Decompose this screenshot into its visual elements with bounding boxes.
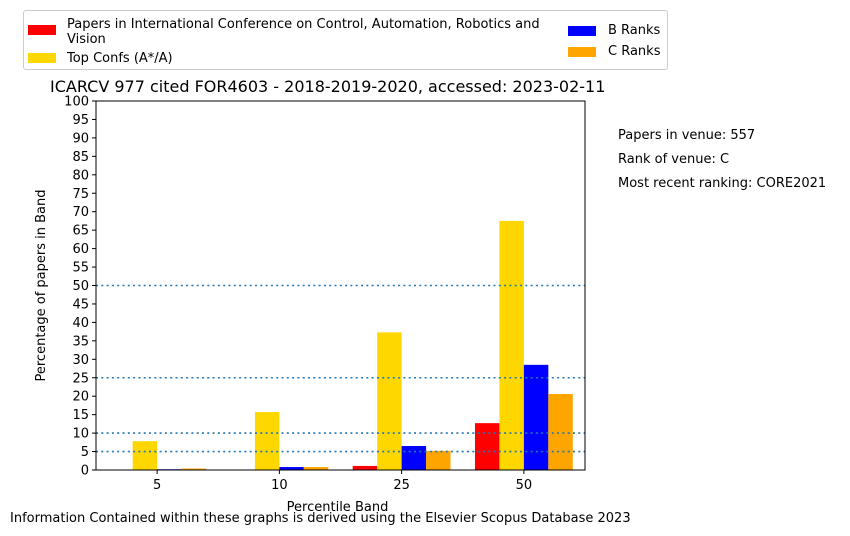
x-axis-label: Percentile Band [287,500,389,515]
y-tick-label-45: 45 [72,297,89,312]
y-tick-label-0: 0 [81,464,89,479]
bar-top-10 [254,412,280,470]
legend-label-top-confs: Top Confs (A*/A) [67,51,173,66]
legend-label-b-ranks: B Ranks [608,23,661,38]
y-axis-label: Percentage of papers in Band [34,189,49,381]
y-tick-label-40: 40 [72,316,89,331]
footer-note: Information Contained within these graph… [10,511,631,526]
y-tick-label-75: 75 [72,187,89,202]
bar-top-25 [377,332,402,470]
legend-label-venue: Papers in International Conference on Co… [67,17,540,47]
bar-c-25 [426,450,451,470]
x-tick-label-10: 10 [271,478,288,493]
y-tick-label-90: 90 [72,131,89,146]
x-tick-label-50: 50 [516,478,533,493]
plot-area: 0 5 10 15 20 25 30 35 40 45 50 55 60 65 70 75 80 85 90 95 10… [34,95,586,515]
bar-b-50 [523,364,549,470]
legend: Papers in International Conference on Co… [23,10,668,70]
bar-c-5 [181,468,207,470]
legend-swatch-c-ranks [568,47,596,57]
y-tick-label-85: 85 [72,150,89,165]
legend-swatch-top-confs [28,53,56,63]
chart-title: ICARCV 977 cited FOR4603 - 2018-2019-202… [50,77,606,96]
y-tick-label-80: 80 [72,168,89,183]
y-tick-label-55: 55 [72,261,89,276]
y-tick-label-100: 100 [64,95,89,110]
rank-of-venue: Rank of venue: C [618,152,730,167]
y-tick-label-10: 10 [72,427,89,442]
y-tick-label-95: 95 [72,113,89,128]
y-tick-label-50: 50 [72,279,89,294]
x-tick-label-5: 5 [153,478,161,493]
bar-b-25 [401,446,427,470]
y-tick-label-30: 30 [72,353,89,368]
y-tick-label-15: 15 [72,408,89,423]
y-tick-label-70: 70 [72,205,89,220]
bar-top-5 [132,441,158,470]
bar-papers-50 [474,423,500,470]
y-tick-label-25: 25 [72,371,89,386]
bar-c-50 [548,393,573,470]
y-tick-label-5: 5 [81,445,89,460]
bar-b-10 [279,467,304,470]
y-tick-label-35: 35 [72,334,89,349]
papers-in-venue: Papers in venue: 557 [618,128,756,143]
bar-papers-25 [352,465,378,470]
x-tick-label-25: 25 [393,478,410,493]
y-tick-label-60: 60 [72,242,89,257]
bar-top-50 [499,220,524,470]
legend-label-c-ranks: C Ranks [608,44,661,59]
legend-swatch-venue [28,25,56,35]
y-tick-label-65: 65 [72,224,89,239]
legend-swatch-b-ranks [568,26,596,36]
y-tick-label-20: 20 [72,390,89,405]
most-recent-ranking: Most recent ranking: CORE2021 [618,176,827,191]
bar-c-10 [303,467,329,470]
